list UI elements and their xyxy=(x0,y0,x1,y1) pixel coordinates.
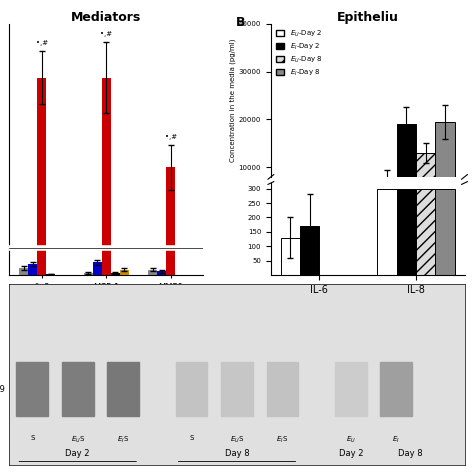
Bar xyxy=(300,226,319,275)
Bar xyxy=(84,273,93,275)
Bar xyxy=(102,78,111,275)
Text: $E_U$S: $E_U$S xyxy=(230,435,244,445)
Bar xyxy=(120,270,129,275)
Text: •,#: •,# xyxy=(100,31,112,37)
Title: Mediators: Mediators xyxy=(71,11,141,24)
Bar xyxy=(436,189,455,275)
Text: MMP9: MMP9 xyxy=(0,385,5,394)
Bar xyxy=(28,264,37,275)
Bar xyxy=(266,363,299,417)
Text: $E_I$S: $E_I$S xyxy=(276,435,289,445)
Text: •,#: •,# xyxy=(165,134,177,140)
Bar xyxy=(416,153,436,215)
Bar xyxy=(380,363,412,417)
Title: Epitheliu: Epitheliu xyxy=(337,11,399,24)
Bar xyxy=(397,189,416,275)
Text: $E_I$: $E_I$ xyxy=(392,435,400,445)
Bar xyxy=(93,263,102,275)
Bar xyxy=(19,268,28,275)
Text: Day 2: Day 2 xyxy=(65,448,90,457)
Text: S: S xyxy=(189,435,194,440)
Text: •,#: •,# xyxy=(36,40,48,46)
Bar xyxy=(221,363,253,417)
Text: $E_U$: $E_U$ xyxy=(346,435,356,445)
Bar xyxy=(377,189,397,275)
Bar xyxy=(397,124,416,215)
Text: Day 2: Day 2 xyxy=(338,448,363,457)
Bar xyxy=(377,177,397,215)
Bar xyxy=(416,189,436,275)
Legend: $E_U$-Day 2, $E_I$-Day 2, $E_U$-Day 8, $E_I$-Day 8: $E_U$-Day 2, $E_I$-Day 2, $E_U$-Day 8, $… xyxy=(274,27,324,79)
Bar xyxy=(335,363,367,417)
Bar xyxy=(157,271,166,275)
Bar xyxy=(148,270,157,275)
Text: Day 8: Day 8 xyxy=(225,448,249,457)
Text: B: B xyxy=(236,16,246,29)
Bar xyxy=(111,273,120,275)
Bar xyxy=(62,363,94,417)
Text: Day 8: Day 8 xyxy=(398,448,422,457)
Bar xyxy=(436,122,455,215)
Bar xyxy=(166,167,175,275)
Bar xyxy=(107,363,139,417)
Text: $E_U$S: $E_U$S xyxy=(71,435,85,445)
Text: S: S xyxy=(30,435,35,440)
Bar xyxy=(175,363,208,417)
Y-axis label: Concentration in the media (pg/ml): Concentration in the media (pg/ml) xyxy=(229,38,236,162)
Text: $E_I$S: $E_I$S xyxy=(117,435,129,445)
Bar xyxy=(46,274,55,275)
Bar xyxy=(281,237,300,275)
Bar xyxy=(16,363,48,417)
Bar xyxy=(37,78,46,275)
